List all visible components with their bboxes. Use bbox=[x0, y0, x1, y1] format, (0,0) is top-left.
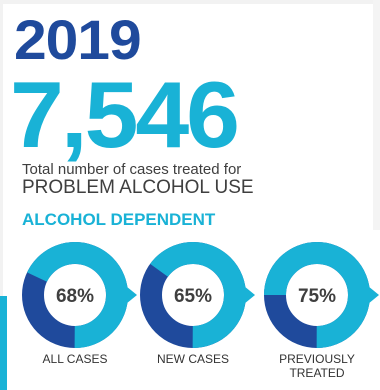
donut-slice-3 bbox=[264, 242, 370, 348]
donut-pointer-1 bbox=[126, 286, 137, 304]
donut-percent-label-1: 68% bbox=[56, 286, 94, 307]
donut-percent-label-3: 75% bbox=[298, 286, 336, 307]
frame-left bbox=[0, 0, 3, 390]
right-edge-shade bbox=[373, 0, 380, 230]
total-caption: Total number of cases treated for bbox=[22, 161, 242, 178]
left-accent-bar bbox=[0, 296, 7, 390]
frame-top bbox=[0, 0, 380, 4]
donut-pointer-2 bbox=[244, 286, 255, 304]
problem-alcohol-caption: PROBLEM ALCOHOL USE bbox=[22, 177, 254, 198]
donut-slice-1 bbox=[22, 242, 128, 348]
year-heading: 2019 bbox=[14, 8, 142, 71]
section-title: ALCOHOL DEPENDENT bbox=[22, 210, 216, 229]
donut-category-label-1: ALL CASES bbox=[42, 352, 108, 366]
donut-category-label-2: NEW CASES bbox=[156, 352, 229, 366]
donut-category-label-3: PREVIOUSLY TREATED bbox=[279, 352, 355, 380]
donut-percent-label-2: 65% bbox=[174, 286, 212, 307]
donut-slice-2 bbox=[140, 242, 246, 348]
total-cases-number: 7,546 bbox=[10, 62, 240, 167]
donut-pointer-3 bbox=[368, 286, 379, 304]
